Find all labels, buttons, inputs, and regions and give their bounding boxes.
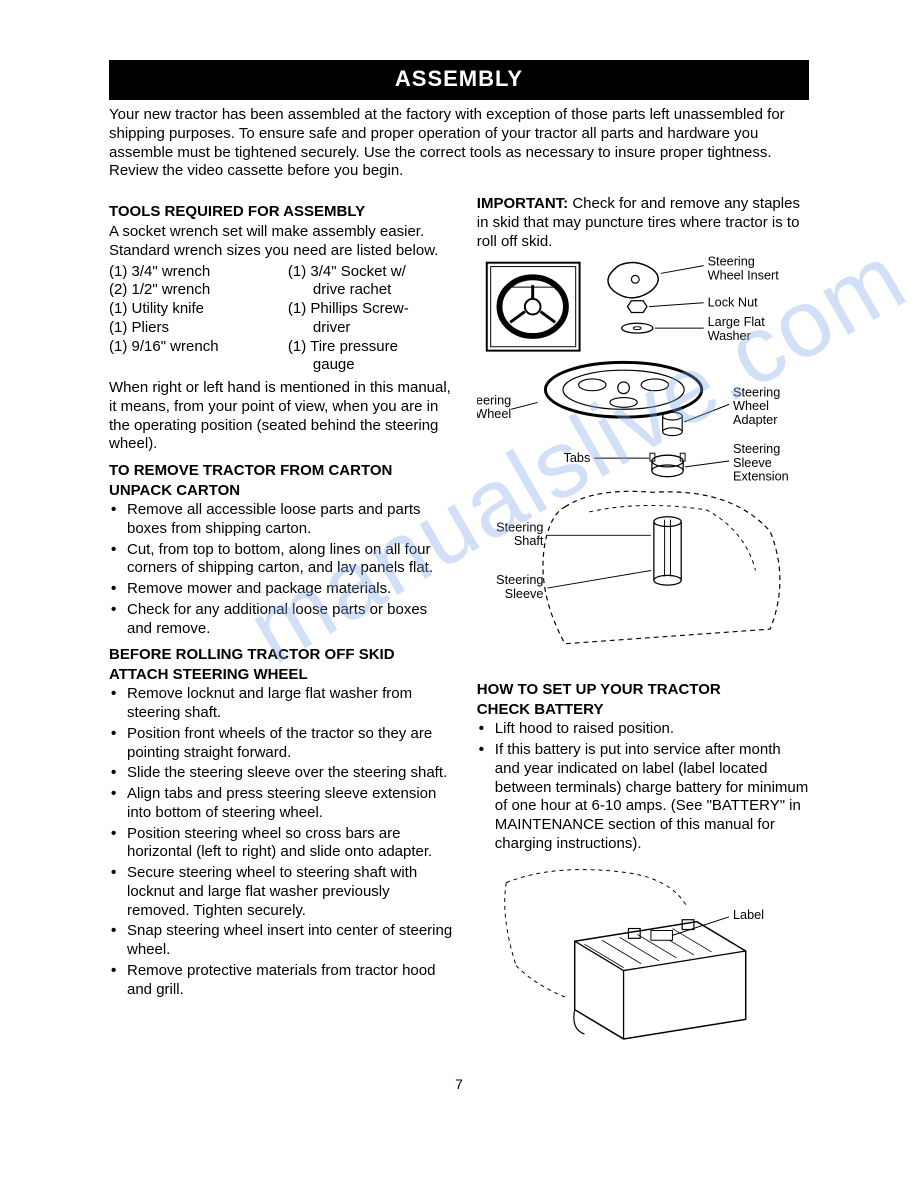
label-lock-nut: Lock Nut — [707, 296, 758, 310]
two-column-layout: TOOLS REQUIRED FOR ASSEMBLY A socket wre… — [109, 195, 809, 1046]
label-sleeve-ext: SteeringSleeveExtension — [733, 442, 789, 483]
tool-item: (1) Tire pressure — [288, 338, 455, 357]
page-container: manualslive.com ASSEMBLY Your new tracto… — [109, 60, 809, 1092]
list-item: Check for any additional loose parts or … — [123, 601, 455, 639]
steering-diagram: SteeringWheel Insert Lock Nut Large Flat… — [477, 253, 809, 673]
tool-item: driver — [288, 319, 455, 338]
unpack-list: Remove all accessible loose parts and pa… — [109, 501, 455, 638]
tools-right-col: (1) 3/4" Socket w/ drive rachet (1) Phil… — [288, 263, 455, 376]
important-note: IMPORTANT: Check for and remove any stap… — [477, 195, 809, 251]
tool-item: (1) 3/4" wrench — [109, 263, 276, 282]
list-item: Snap steering wheel insert into center o… — [123, 922, 455, 960]
tools-left-col: (1) 3/4" wrench (2) 1/2" wrench (1) Util… — [109, 263, 276, 376]
tool-item: drive rachet — [288, 281, 455, 300]
intro-paragraph: Your new tractor has been assembled at t… — [109, 106, 809, 181]
orientation-note: When right or left hand is mentioned in … — [109, 379, 455, 454]
tool-item: (1) 3/4" Socket w/ — [288, 263, 455, 282]
list-item: Remove protective materials from tractor… — [123, 962, 455, 1000]
list-item: Slide the steering sleeve over the steer… — [123, 764, 455, 783]
remove-heading: TO REMOVE TRACTOR FROM CARTON — [109, 462, 455, 480]
list-item: If this battery is put into service afte… — [491, 741, 809, 854]
tool-item: gauge — [288, 356, 455, 375]
list-item: Secure steering wheel to steering shaft … — [123, 864, 455, 920]
before-roll-heading: BEFORE ROLLING TRACTOR OFF SKID — [109, 646, 455, 664]
important-lead: IMPORTANT: — [477, 195, 568, 212]
label-battery-label: Label — [733, 907, 764, 921]
tool-item: (1) 9/16" wrench — [109, 338, 276, 357]
list-item: Position steering wheel so cross bars ar… — [123, 825, 455, 863]
page-number: 7 — [109, 1076, 809, 1092]
label-steering-sleeve: SteeringSleeve — [496, 573, 543, 601]
unpack-heading: UNPACK CARTON — [109, 482, 455, 499]
list-item: Remove all accessible loose parts and pa… — [123, 501, 455, 539]
tool-item: (2) 1/2" wrench — [109, 281, 276, 300]
label-flat-washer: Large FlatWasher — [707, 315, 765, 343]
list-item: Align tabs and press steering sleeve ext… — [123, 785, 455, 823]
label-wheel-insert: SteeringWheel Insert — [707, 255, 779, 283]
list-item: Lift hood to raised position. — [491, 720, 809, 739]
title-bar: ASSEMBLY — [109, 60, 809, 100]
label-steering-shaft: SteeringShaft — [496, 521, 544, 549]
tools-list-grid: (1) 3/4" wrench (2) 1/2" wrench (1) Util… — [109, 263, 455, 376]
tool-item: (1) Phillips Screw- — [288, 300, 455, 319]
battery-diagram: Label — [477, 856, 809, 1046]
battery-list: Lift hood to raised position. If this ba… — [477, 720, 809, 853]
attach-heading: ATTACH STEERING WHEEL — [109, 666, 455, 683]
list-item: Cut, from top to bottom, along lines on … — [123, 541, 455, 579]
list-item: Remove locknut and large flat washer fro… — [123, 685, 455, 723]
check-battery-heading: CHECK BATTERY — [477, 701, 809, 718]
label-tabs: Tabs — [563, 451, 590, 465]
list-item: Remove mower and package materials. — [123, 580, 455, 599]
left-column: TOOLS REQUIRED FOR ASSEMBLY A socket wre… — [109, 195, 455, 1046]
tool-item: (1) Pliers — [109, 319, 276, 338]
right-column: IMPORTANT: Check for and remove any stap… — [477, 195, 809, 1046]
tool-item: (1) Utility knife — [109, 300, 276, 319]
tools-intro: A socket wrench set will make assembly e… — [109, 223, 455, 261]
tools-heading: TOOLS REQUIRED FOR ASSEMBLY — [109, 203, 455, 221]
attach-list: Remove locknut and large flat washer fro… — [109, 685, 455, 999]
label-steering-wheel: SteeringWheel — [477, 394, 511, 422]
list-item: Position front wheels of the tractor so … — [123, 725, 455, 763]
label-wheel-adapter: SteeringWheelAdapter — [733, 386, 780, 427]
setup-heading: HOW TO SET UP YOUR TRACTOR — [477, 681, 809, 699]
